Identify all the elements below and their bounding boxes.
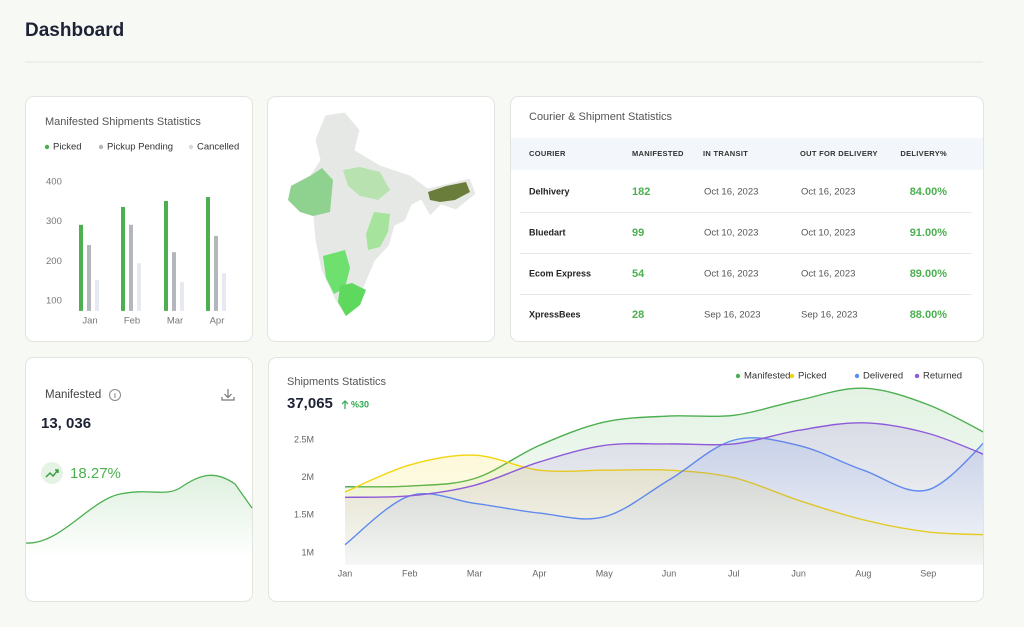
x-tick-label: Jul xyxy=(728,568,740,578)
y-tick-label: 200 xyxy=(46,256,62,267)
table-cell: 28 xyxy=(632,309,644,321)
legend-dot xyxy=(44,144,50,150)
bar xyxy=(121,206,125,311)
legend-dot xyxy=(188,144,194,150)
bar xyxy=(180,281,184,311)
chart-title: Shipments Statistics xyxy=(287,376,387,388)
legend-label: Returned xyxy=(923,371,962,382)
table-cell: Oct 16, 2023 xyxy=(704,187,758,198)
bar xyxy=(87,245,91,311)
series-line xyxy=(344,422,983,499)
table-cell: 182 xyxy=(632,186,650,198)
legend-dot xyxy=(914,373,920,379)
x-tick-label: Jan xyxy=(338,568,353,578)
x-tick-label: Feb xyxy=(124,316,140,327)
bar xyxy=(95,279,99,311)
table-cell: 54 xyxy=(632,268,645,280)
legend-dot xyxy=(789,373,795,379)
table-cell: Oct 16, 2023 xyxy=(801,269,855,280)
x-tick-label: Apr xyxy=(210,316,225,327)
x-tick-label: May xyxy=(596,568,614,578)
table-header: COURIER xyxy=(529,149,566,158)
card-value: 13, 036 xyxy=(41,415,91,432)
y-tick-label: 1.5M xyxy=(294,510,314,520)
y-tick-label: 2M xyxy=(301,472,314,482)
bar xyxy=(164,200,168,311)
bar xyxy=(214,235,218,311)
x-tick-label: Jun xyxy=(791,568,806,578)
bar xyxy=(172,252,176,311)
up-arrow xyxy=(341,400,349,409)
bar xyxy=(79,224,83,311)
sparkline-area xyxy=(26,475,252,558)
y-tick-label: 300 xyxy=(46,216,62,227)
sparkline xyxy=(25,474,253,544)
y-tick-label: 100 xyxy=(46,295,62,306)
table-cell: Oct 16, 2023 xyxy=(704,269,758,280)
table-cell: Ecom Express xyxy=(529,268,591,278)
table-cell: Delhivery xyxy=(529,186,570,196)
page-title: Dashboard xyxy=(25,20,124,41)
table-cell: 89.00% xyxy=(910,268,948,280)
x-tick-label: Jun xyxy=(662,568,677,578)
table-header: IN TRANSIT xyxy=(703,149,748,158)
download-icon[interactable] xyxy=(221,389,235,401)
table-header: DELIVERY% xyxy=(900,149,947,158)
card-change: 18.27% xyxy=(70,465,121,482)
table-cell: Sep 16, 2023 xyxy=(801,310,858,321)
table-cell: 84.00% xyxy=(910,186,948,198)
y-tick-label: 400 xyxy=(46,176,62,187)
table-cell: XpressBees xyxy=(529,309,581,319)
legend-label: Delivered xyxy=(863,371,903,382)
chart-title: Manifested Shipments Statistics xyxy=(45,116,201,128)
trend-icon-bg xyxy=(41,462,63,484)
india-map xyxy=(287,111,477,317)
legend-label: Picked xyxy=(798,371,827,382)
table-cell: Bluedart xyxy=(529,227,566,237)
table-cell: 91.00% xyxy=(910,227,948,239)
table-card xyxy=(510,96,984,342)
y-tick-label: 2.5M xyxy=(294,435,314,445)
x-tick-label: Feb xyxy=(402,568,418,578)
table-title: Courier & Shipment Statistics xyxy=(529,111,673,123)
x-tick-label: Mar xyxy=(467,568,483,578)
card-title: Manifested xyxy=(45,389,101,401)
legend-dot xyxy=(854,373,860,379)
x-tick-label: Sep xyxy=(920,568,936,578)
x-tick-label: Jan xyxy=(82,316,97,327)
series-area xyxy=(345,422,983,565)
bar xyxy=(222,273,226,311)
legend-label: Manifested xyxy=(744,371,790,382)
legend-label: Pickup Pending xyxy=(107,142,173,153)
x-tick-label: Aug xyxy=(855,568,871,578)
legend-dot xyxy=(735,373,741,379)
x-tick-label: Mar xyxy=(167,316,183,327)
bar xyxy=(137,263,141,311)
table-cell: Oct 10, 2023 xyxy=(801,228,855,239)
table-header-bg xyxy=(511,138,983,170)
chart-change: %30 xyxy=(351,399,369,409)
bar xyxy=(129,224,133,311)
table-header: OUT FOR DELIVERY xyxy=(800,149,878,158)
legend-label: Picked xyxy=(53,142,82,153)
info-icon[interactable] xyxy=(109,389,121,401)
x-tick-label: Apr xyxy=(532,568,546,578)
table-cell: Oct 10, 2023 xyxy=(704,228,758,239)
table-cell: 88.00% xyxy=(910,309,948,321)
y-tick-label: 1M xyxy=(301,547,314,557)
legend-dot xyxy=(98,144,104,150)
bar xyxy=(206,197,210,311)
trend-icon xyxy=(45,469,59,478)
table-cell: 99 xyxy=(632,227,644,239)
table-cell: Sep 16, 2023 xyxy=(704,310,761,321)
table-header: MANIFESTED xyxy=(632,149,684,158)
table-cell: Oct 16, 2023 xyxy=(801,187,855,198)
chart-total: 37,065 xyxy=(287,395,333,412)
legend-label: Cancelled xyxy=(197,142,239,153)
